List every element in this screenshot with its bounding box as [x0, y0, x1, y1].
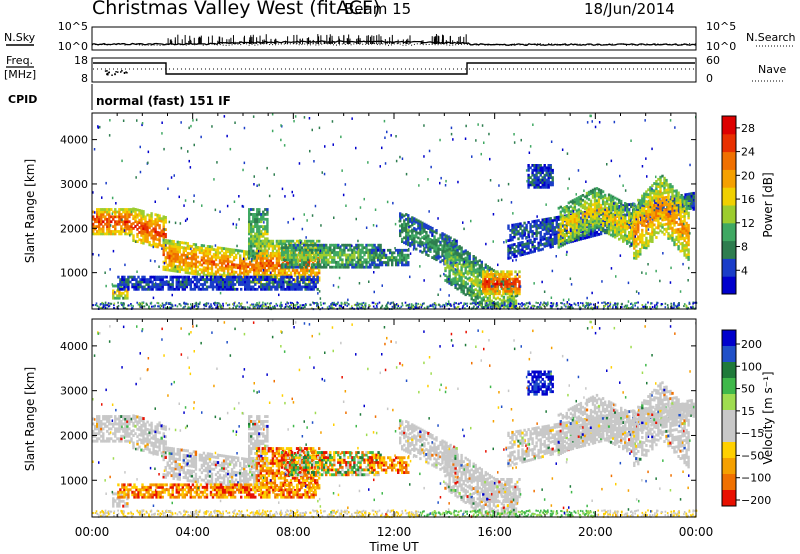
freq-scatter	[104, 70, 128, 76]
time-axis-title: Time UT	[368, 540, 419, 554]
freq-panel: 18 8 60 0	[74, 54, 720, 85]
power-colorbar-segment	[722, 258, 736, 277]
velocity-colorbar-segment	[722, 330, 736, 347]
range-tick-label: 3000	[60, 385, 88, 398]
velocity-colorbar-segment	[722, 362, 736, 379]
power-colorbar-label: Power [dB]	[761, 172, 775, 237]
velocity-colorbar: 200 100 50 15 −15 −50 −100 −200 Velocity [m s⁻¹…	[721, 329, 775, 507]
velocity-yticks: 1000 2000 3000 4000	[60, 340, 696, 487]
time-tick-label: 04:00	[175, 525, 210, 539]
velocity-colorbar-tick: −200	[741, 494, 771, 507]
power-panel: 1000 2000 3000 4000 Slant Range [km]	[23, 112, 698, 311]
velocity-colorbar-label: Velocity [m s⁻¹]	[761, 371, 775, 464]
power-colorbar-segment	[722, 151, 736, 170]
power-colorbar-tick: 20	[741, 169, 755, 182]
power-colorbar-tick: 12	[741, 217, 755, 230]
cpid-label: CPID	[8, 93, 37, 106]
power-xticks	[91, 113, 697, 309]
power-colorbar-tick: 4	[741, 264, 748, 277]
velocity-colorbar-segment	[722, 410, 736, 427]
power-colorbar-segment	[722, 240, 736, 259]
range-tick-label: 3000	[60, 178, 88, 191]
power-heatmap-cells	[92, 113, 698, 311]
range-tick-label: 2000	[60, 429, 88, 442]
noise-ytick-bottom-left: 10^0	[58, 40, 88, 53]
velocity-colorbar-segment	[722, 426, 736, 443]
power-colorbar-segment	[722, 222, 736, 242]
velocity-colorbar-segment	[722, 490, 736, 507]
velocity-colorbar-tick: −100	[741, 472, 771, 485]
freq-ytick-bottom-left: 8	[81, 72, 88, 85]
freq-ytick-bottom-right: 0	[706, 72, 713, 85]
nsky-label: N.Sky	[4, 31, 36, 44]
power-colorbar-tick: 28	[741, 122, 755, 135]
time-tick-label: 16:00	[477, 525, 512, 539]
noise-panel: 10^5 10^0 10^5 10^0	[58, 20, 736, 53]
power-colorbar-segment	[722, 169, 736, 188]
freq-label: Freq.	[6, 54, 33, 67]
velocity-colorbar-segment	[722, 458, 736, 475]
velocity-colorbar-tick: 15	[741, 405, 755, 418]
time-tick-label: 12:00	[377, 525, 412, 539]
velocity-colorbar-tick: 200	[741, 338, 762, 351]
noise-ytick-top-left: 10^5	[58, 20, 88, 33]
power-colorbar-tick: 16	[741, 193, 755, 206]
velocity-colorbar-tick: −50	[741, 449, 764, 462]
power-yticks: 1000 2000 3000 4000	[60, 134, 696, 280]
range-tick-label: 4000	[60, 134, 88, 147]
velocity-heatmap-cells	[92, 319, 698, 519]
power-colorbar-segment	[722, 133, 736, 153]
nave-label: Nave	[758, 63, 786, 76]
freq-ytick-top-left: 18	[74, 54, 88, 67]
station-title: Christmas Valley West (fitACF)	[92, 0, 381, 19]
nsearch-label: N.Search	[746, 31, 796, 44]
velocity-colorbar-segment	[722, 394, 736, 411]
freq-unit-label: [MHz]	[4, 68, 36, 81]
beam-label: Beam 15	[344, 0, 412, 18]
velocity-ylabel: Slant Range [km]	[23, 367, 37, 471]
freq-ytick-top-right: 60	[706, 54, 720, 67]
noise-ytick-bottom-right: 10^0	[706, 40, 736, 53]
power-colorbar: 4 8 12 16 20 24 28 Power [dB]	[721, 115, 775, 295]
velocity-colorbar-segment	[722, 378, 736, 395]
time-tick-label: 00:00	[679, 525, 714, 539]
velocity-colorbar-segment	[722, 474, 736, 491]
time-tick-label: 00:00	[75, 525, 110, 539]
noise-ytick-top-right: 10^5	[706, 20, 736, 33]
range-tick-label: 1000	[60, 267, 88, 280]
power-colorbar-segment	[722, 116, 736, 135]
frequency-trace	[93, 62, 695, 75]
range-tick-label: 2000	[60, 222, 88, 235]
time-axis-labels: 00:00 04:00 08:00 12:00 16:00 20:00 00:00	[75, 525, 714, 539]
power-colorbar-segment	[722, 187, 736, 206]
velocity-colorbar-tick: 50	[741, 383, 755, 396]
time-tick-label: 20:00	[578, 525, 613, 539]
velocity-colorbar-tick: −15	[741, 427, 764, 440]
nsky-spikes	[167, 34, 467, 44]
power-colorbar-segment	[722, 276, 736, 295]
range-tick-label: 4000	[60, 340, 88, 353]
velocity-colorbar-segment	[722, 442, 736, 459]
power-colorbar-tick: 8	[741, 241, 748, 254]
time-tick-label: 08:00	[276, 525, 311, 539]
cpid-text: normal (fast) 151 IF	[96, 94, 231, 108]
velocity-colorbar-segment	[722, 346, 736, 363]
range-tick-label: 1000	[60, 474, 88, 487]
power-ylabel: Slant Range [km]	[23, 159, 37, 263]
velocity-xticks	[91, 319, 697, 517]
power-colorbar-tick: 24	[741, 146, 755, 159]
date-label: 18/Jun/2014	[584, 0, 675, 18]
power-colorbar-segment	[722, 205, 736, 224]
velocity-colorbar-tick: 100	[741, 360, 762, 373]
